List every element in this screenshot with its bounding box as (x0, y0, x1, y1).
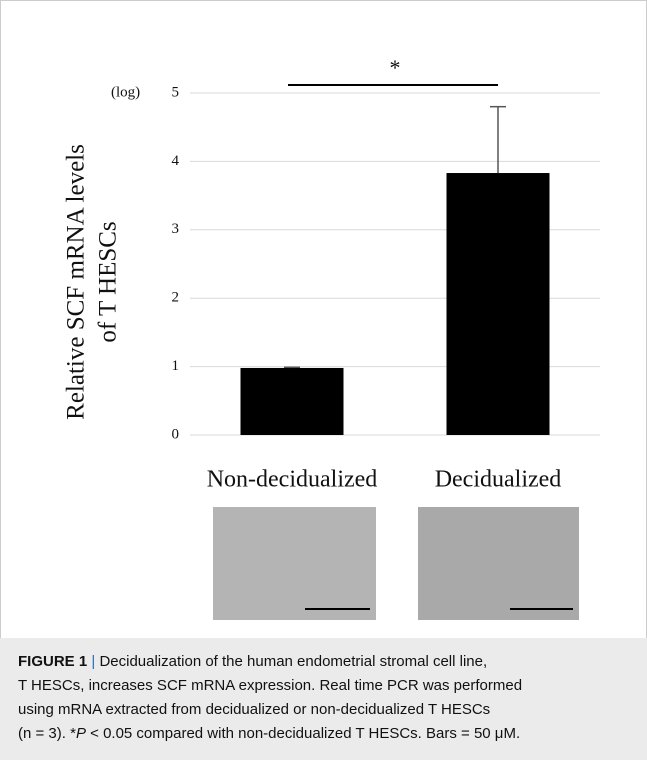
caption-text: Decidualization of the human endometrial… (99, 653, 487, 670)
x-tick-label: Non-decidualized (207, 467, 378, 493)
caption-line: using mRNA extracted from decidualized o… (18, 701, 490, 718)
error-bar (284, 366, 300, 369)
y-tick-label: 3 (172, 221, 180, 237)
caption-line: FIGURE 1 | Decidualization of the human … (18, 653, 487, 670)
caption-panel (0, 638, 647, 760)
y-tick-label: 4 (172, 153, 180, 169)
caption-label: FIGURE 1 (18, 653, 87, 670)
y-tick-label: 1 (172, 358, 180, 374)
y-tick-label: 0 (172, 426, 180, 442)
micrograph (213, 507, 376, 620)
caption-line: T HESCs, increases SCF mRNA expression. … (18, 677, 522, 694)
y-axis-title: Relative SCF mRNA levels (63, 144, 90, 420)
y-unit-label: (log) (111, 84, 140, 100)
error-bar (490, 105, 506, 174)
caption-text: P (76, 725, 86, 742)
x-tick-label: Decidualized (435, 467, 562, 493)
caption-line: (n = 3). *P < 0.05 compared with non-dec… (18, 725, 520, 742)
significance-label: * (390, 55, 401, 80)
y-axis-title: of T HESCs (95, 221, 122, 342)
caption-text: (n = 3). * (18, 725, 76, 742)
bar (446, 173, 550, 435)
micrograph (418, 507, 579, 620)
caption-separator: | (91, 653, 95, 670)
caption-text: < 0.05 compared with non-decidualized T … (86, 725, 520, 742)
y-tick-label: 5 (172, 84, 180, 100)
y-tick-label: 2 (172, 290, 180, 306)
bar (240, 367, 344, 435)
